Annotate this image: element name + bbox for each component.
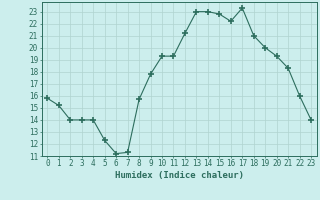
X-axis label: Humidex (Indice chaleur): Humidex (Indice chaleur) bbox=[115, 171, 244, 180]
